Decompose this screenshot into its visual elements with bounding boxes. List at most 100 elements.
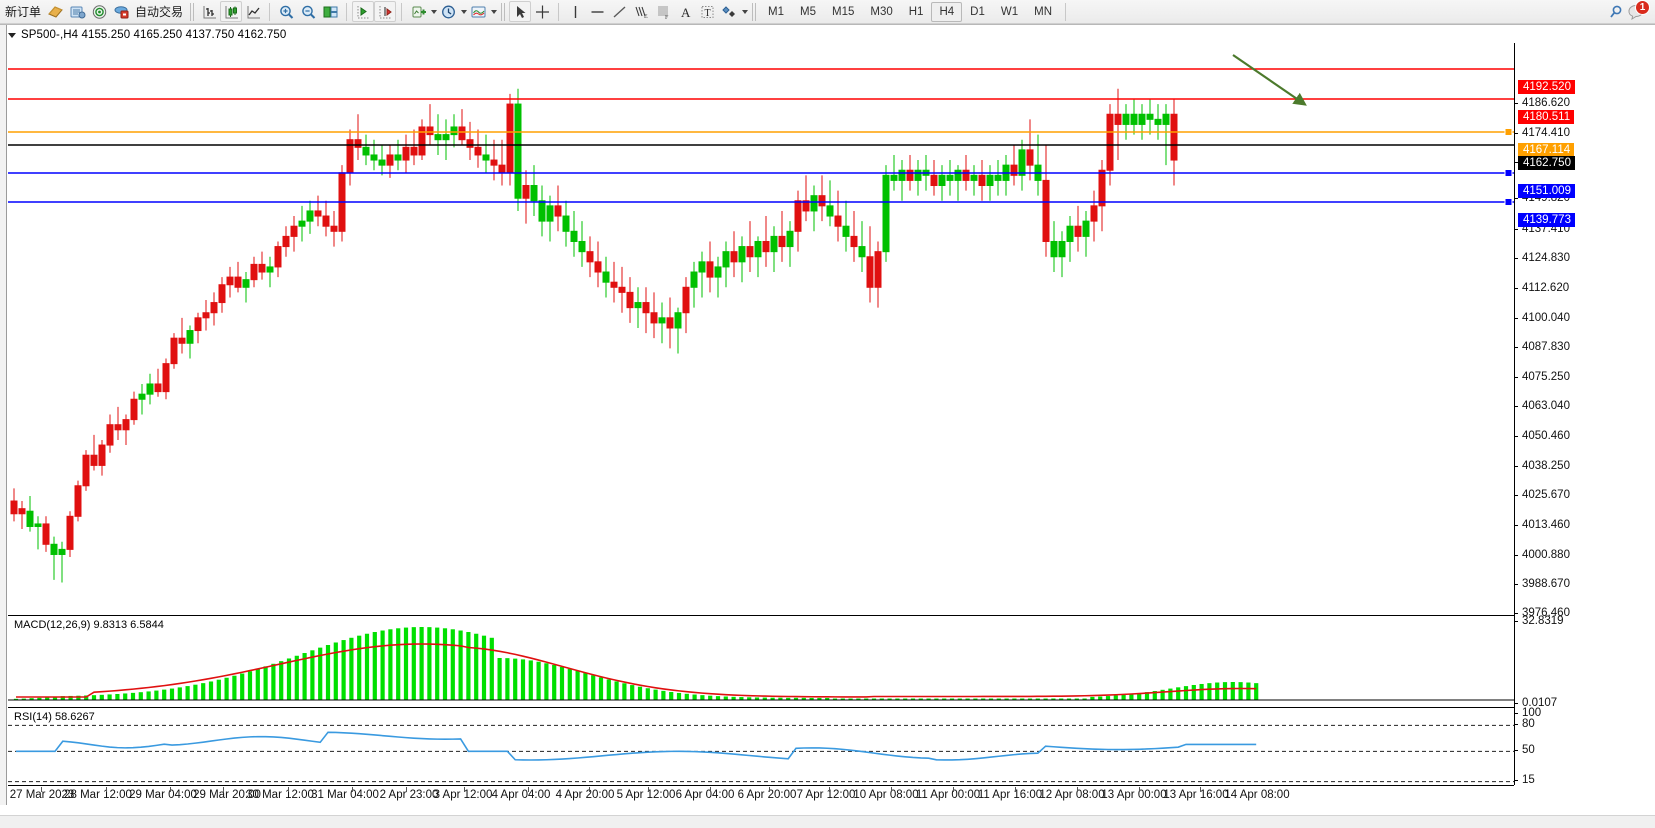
time-tick-mark — [528, 787, 529, 792]
time-tick-mark — [464, 787, 465, 792]
timeframe-d1[interactable]: D1 — [970, 5, 985, 18]
timeframe-m1[interactable]: M1 — [768, 5, 785, 18]
trendline-icon[interactable] — [608, 1, 630, 22]
price-tick: 3976.460 — [1514, 607, 1570, 619]
status-bar — [0, 815, 1655, 828]
indicators-icon[interactable] — [407, 1, 429, 22]
objects-shapes-icon[interactable] — [718, 1, 740, 22]
toolbar-separator-4 — [558, 2, 560, 21]
text-label-icon[interactable]: T — [696, 1, 718, 22]
notifications-icon[interactable]: 1 — [1627, 0, 1650, 22]
timeframe-m15[interactable]: M15 — [832, 5, 855, 18]
candlestick-chart-icon[interactable] — [220, 1, 243, 22]
line-chart-icon[interactable] — [242, 1, 264, 22]
rsi-panel[interactable]: RSI(14) 58.6267 — [8, 707, 1514, 785]
price-tick: 4112.620 — [1513, 282, 1569, 294]
price-level-lines[interactable] — [8, 43, 1514, 613]
macd-panel[interactable]: MACD(12,26,9) 9.8313 6.5844 — [8, 615, 1514, 705]
shift-start-icon[interactable] — [352, 1, 375, 22]
time-scale[interactable]: 27 Mar 2023 28 Mar 12:00 29 Mar 04:00 29 Ma… — [8, 787, 1514, 807]
price-level-label[interactable]: 4162.750 — [1518, 156, 1575, 170]
fibonacci-icon[interactable]: F — [652, 1, 674, 22]
time-tick: 5 Apr 12:00 — [616, 789, 676, 801]
period-clock-icon[interactable] — [437, 1, 459, 22]
time-tick-mark — [41, 787, 42, 792]
price-level-label[interactable]: 4180.511 — [1518, 110, 1575, 124]
zoom-out-icon[interactable] — [297, 1, 319, 22]
time-tick-mark — [1015, 787, 1016, 792]
time-tick: 4 Apr 04:00 — [491, 789, 551, 801]
elliott-wave-icon[interactable]: E — [630, 1, 652, 22]
timeframe-h1[interactable]: H1 — [908, 5, 924, 18]
svg-text:A: A — [681, 5, 691, 20]
time-tick-mark — [829, 787, 830, 792]
time-tick-mark — [769, 787, 770, 792]
price-level-label[interactable]: 4192.520 — [1518, 80, 1575, 94]
templates-icon[interactable] — [467, 1, 489, 22]
price-tick: 4063.040 — [1514, 400, 1570, 412]
rsi-series — [8, 724, 1514, 783]
timeframe-m30[interactable]: M30 — [870, 5, 893, 18]
cursor-icon[interactable] — [509, 1, 532, 22]
market-radar-icon[interactable] — [88, 1, 110, 22]
bar-chart-icon[interactable] — [198, 1, 220, 22]
candlestick-series — [10, 88, 1178, 583]
time-tick: 29 Mar 20:00 — [193, 789, 261, 801]
toolbar-grip-3[interactable] — [752, 2, 757, 21]
chart-area[interactable]: SP500-,H4 4155.250 4165.250 4137.750 416… — [0, 24, 1655, 828]
timeframe-h4[interactable]: H4 — [931, 1, 963, 22]
timeframe-w1[interactable]: W1 — [1000, 5, 1019, 18]
signals-icon[interactable] — [66, 1, 88, 22]
toolbar-grip[interactable] — [190, 2, 195, 21]
time-tick: 6 Apr 04:00 — [675, 789, 735, 801]
objects-dropdown-caret[interactable] — [742, 9, 749, 14]
chart-list-icon[interactable] — [44, 1, 66, 22]
price-level-label[interactable]: 4139.773 — [1518, 213, 1575, 227]
toolbar-separator-2 — [346, 2, 348, 21]
price-scale[interactable]: 4186.6204174.4104162.7504149.8204137.410… — [1513, 43, 1655, 786]
time-tick: 2 Apr 23:00 — [379, 789, 439, 801]
price-chart-panel[interactable] — [8, 43, 1514, 613]
time-tick: 30 Mar 12:00 — [246, 789, 314, 801]
time-tick-mark — [106, 787, 107, 792]
notification-badge: 1 — [1635, 0, 1650, 15]
timeframe-mn[interactable]: MN — [1034, 5, 1052, 18]
chart-menu-caret-icon[interactable] — [8, 32, 16, 38]
tile-windows-icon[interactable] — [319, 1, 341, 22]
autotrading-button[interactable]: 自动交易 — [132, 1, 186, 23]
price-tick: 4050.460 — [1514, 430, 1570, 442]
time-tick-mark — [352, 787, 353, 792]
text-icon[interactable]: A — [674, 1, 696, 22]
time-tick: 31 Mar 04:00 — [311, 789, 379, 801]
time-tick: 28 Mar 12:00 — [64, 789, 132, 801]
price-level-label[interactable]: 4167.114 — [1518, 143, 1575, 157]
time-tick-mark — [1139, 787, 1140, 792]
vertical-line-icon[interactable] — [564, 1, 586, 22]
timeframe-m5[interactable]: M5 — [800, 5, 816, 18]
trend-arrow-annotation[interactable] — [8, 43, 1514, 613]
time-tick: 29 Mar 04:00 — [129, 789, 197, 801]
period-dropdown-caret[interactable] — [461, 9, 468, 14]
shift-end-icon[interactable] — [374, 1, 397, 22]
autotrading-icon[interactable] — [110, 1, 132, 22]
price-level-label[interactable]: 4151.009 — [1518, 184, 1575, 198]
time-tick-mark — [891, 787, 892, 792]
time-tick: 12 Apr 08:00 — [1039, 789, 1105, 801]
new-order-button[interactable]: 新订单 — [2, 1, 44, 23]
search-icon[interactable] — [1605, 1, 1627, 22]
templates-dropdown-caret[interactable] — [491, 9, 498, 14]
time-tick: 11 Apr 16:00 — [977, 789, 1043, 801]
time-tick-mark — [406, 787, 407, 792]
horizontal-line-icon[interactable] — [586, 1, 608, 22]
new-order-label: 新订单 — [5, 5, 42, 19]
time-tick: 11 Apr 00:00 — [915, 789, 981, 801]
indicators-dropdown-caret[interactable] — [431, 9, 438, 14]
toolbar-grip-2[interactable] — [501, 2, 506, 21]
zoom-in-icon[interactable] — [275, 1, 297, 22]
crosshair-icon[interactable] — [531, 1, 553, 22]
toolbar-separator-3 — [401, 2, 403, 21]
chart-left-rail — [0, 25, 7, 805]
time-tick-mark — [710, 787, 711, 792]
time-tick: 7 Apr 12:00 — [796, 789, 856, 801]
